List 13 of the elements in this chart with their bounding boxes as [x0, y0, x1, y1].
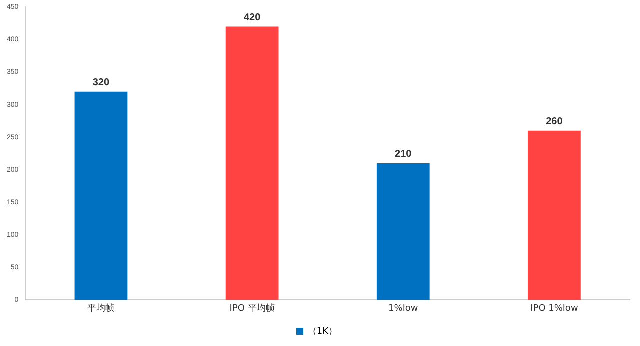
bar	[528, 130, 581, 300]
data-label: 210	[395, 149, 412, 160]
x-tick-label: IPO 平均帧	[230, 302, 275, 314]
data-label: 260	[546, 116, 564, 128]
x-tick-label: 平均帧	[88, 302, 115, 314]
bar	[226, 26, 279, 300]
bar	[376, 163, 430, 300]
bar	[74, 92, 128, 300]
legend-label: （1K）	[308, 326, 338, 337]
x-tick-label: IPO 1%low	[530, 304, 578, 314]
data-label: 320	[92, 78, 110, 89]
x-tick-label: 1%low	[388, 304, 418, 314]
data-label: 420	[244, 12, 262, 24]
